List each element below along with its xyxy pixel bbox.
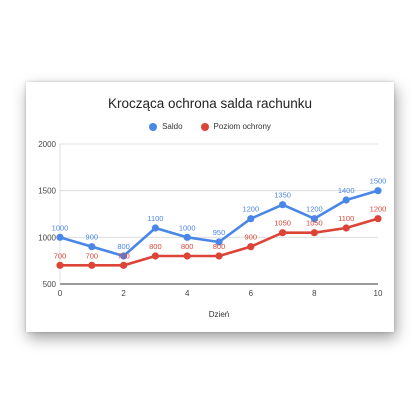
x-axis-title: Dzień	[209, 310, 229, 319]
legend-item-saldo[interactable]: Saldo	[149, 122, 183, 131]
data-point-saldo-10	[374, 187, 382, 195]
data-point-poziom-ochrony-9	[342, 224, 350, 232]
data-label-poziom-ochrony-6: 900	[245, 233, 258, 242]
data-label-saldo-3: 1100	[147, 214, 163, 223]
y-tick-label-500: 500	[43, 280, 57, 289]
data-label-poziom-ochrony-5: 800	[213, 242, 226, 251]
legend-marker-saldo	[149, 122, 158, 131]
data-point-saldo-6	[247, 215, 255, 223]
data-point-poziom-ochrony-7	[279, 229, 287, 237]
data-label-saldo-5: 950	[213, 228, 226, 237]
data-label-poziom-ochrony-7: 1050	[274, 219, 291, 228]
legend-item-poziom-ochrony[interactable]: Poziom ochrony	[200, 122, 271, 131]
legend-label-poziom-ochrony: Poziom ochrony	[213, 122, 271, 131]
data-label-poziom-ochrony-10: 1200	[370, 205, 387, 214]
chart-card: Krocząca ochrona salda rachunku Saldo Po…	[26, 82, 394, 332]
y-tick-label-1500: 1500	[38, 187, 56, 196]
data-label-poziom-ochrony-0: 700	[54, 251, 67, 260]
data-point-saldo-0	[56, 233, 64, 241]
legend-marker-poziom-ochrony	[200, 122, 209, 131]
y-tick-label-1000: 1000	[38, 233, 56, 242]
x-tick-label-0: 0	[58, 289, 63, 298]
data-point-saldo-4	[183, 233, 191, 241]
x-tick-label-8: 8	[312, 289, 317, 298]
data-point-poziom-ochrony-2	[120, 261, 128, 269]
x-tick-label-2: 2	[121, 289, 126, 298]
legend-label-saldo: Saldo	[162, 122, 183, 131]
data-label-poziom-ochrony-3: 800	[149, 242, 162, 251]
data-point-saldo-9	[342, 196, 350, 204]
data-label-saldo-6: 1200	[242, 205, 259, 214]
data-point-poziom-ochrony-5	[215, 252, 223, 260]
data-label-saldo-2: 800	[117, 242, 130, 251]
data-label-poziom-ochrony-2: 700	[117, 251, 130, 260]
data-point-saldo-2	[120, 252, 128, 260]
data-label-poziom-ochrony-1: 700	[86, 251, 99, 260]
data-point-poziom-ochrony-4	[183, 252, 191, 260]
data-point-poziom-ochrony-0	[56, 261, 64, 269]
data-point-poziom-ochrony-8	[310, 229, 318, 237]
data-point-poziom-ochrony-3	[151, 252, 159, 260]
data-point-poziom-ochrony-6	[247, 243, 255, 251]
data-label-saldo-10: 1500	[370, 177, 387, 186]
data-label-saldo-7: 1350	[274, 191, 291, 200]
data-label-saldo-8: 1200	[306, 205, 323, 214]
data-label-poziom-ochrony-8: 1050	[306, 219, 323, 228]
chart-plot-area: 500 1000 1500 2000 0 2 4 6 8 10 Dzień 1000 900 800 110…	[38, 140, 387, 319]
data-point-saldo-3	[151, 224, 159, 232]
data-label-saldo-0: 1000	[52, 223, 69, 232]
data-point-saldo-7	[279, 201, 287, 209]
y-tick-label-2000: 2000	[38, 140, 56, 149]
x-tick-label-10: 10	[374, 289, 383, 298]
data-point-saldo-8	[310, 215, 318, 223]
x-tick-label-4: 4	[185, 289, 190, 298]
data-point-saldo-5	[215, 238, 223, 246]
data-label-saldo-4: 1000	[179, 223, 196, 232]
data-label-poziom-ochrony-9: 1100	[338, 214, 354, 223]
data-label-saldo-9: 1400	[338, 186, 355, 195]
chart-title: Krocząca ochrona salda rachunku	[107, 96, 313, 111]
data-label-saldo-1: 900	[86, 233, 99, 242]
chart-legend: Saldo Poziom ochrony	[26, 122, 394, 131]
data-label-poziom-ochrony-4: 800	[181, 242, 194, 251]
x-tick-label-6: 6	[249, 289, 254, 298]
data-point-saldo-1	[88, 243, 96, 251]
data-point-poziom-ochrony-1	[88, 261, 96, 269]
data-point-poziom-ochrony-10	[374, 215, 382, 223]
